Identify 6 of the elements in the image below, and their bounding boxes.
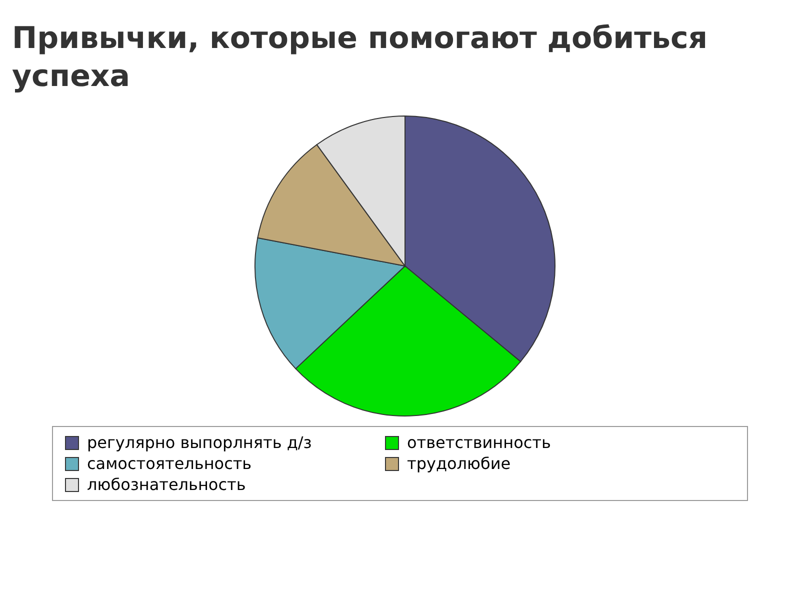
legend-label: трудолюбие: [407, 454, 511, 473]
chart-title: Привычки, которые помогают добиться успеха: [11, 20, 708, 96]
legend-label: любознательность: [87, 475, 246, 494]
legend-label: самостоятельность: [87, 454, 252, 473]
legend-label: регулярно выпорлнять д/з: [87, 433, 312, 452]
legend-label: ответствинность: [407, 433, 551, 452]
